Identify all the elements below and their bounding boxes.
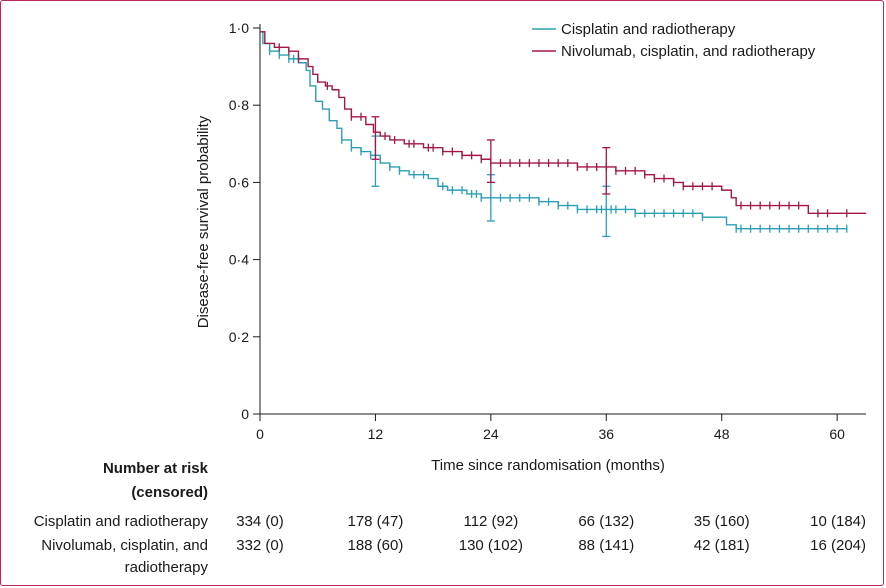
risk-value: 112 (92) xyxy=(463,513,518,530)
legend-label: Cisplatin and radiotherapy xyxy=(561,21,736,38)
legend-label: Nivolumab, cisplatin, and radiotherapy xyxy=(561,43,816,60)
x-tick-label: 24 xyxy=(483,426,499,442)
y-tick-label: 0 xyxy=(241,406,249,422)
x-tick-label: 36 xyxy=(598,426,614,442)
risk-value: 130 (102) xyxy=(459,537,523,554)
risk-values: 334 (0) 178 (47) 112 (92) 66 (132) 35 (160) 1… xyxy=(236,513,866,554)
risk-value: 16 (204) xyxy=(810,537,866,554)
risk-value: 178 (47) xyxy=(347,513,403,530)
risk-header-line2: (censored) xyxy=(131,484,208,501)
risk-value: 42 (181) xyxy=(694,537,750,554)
risk-value: 332 (0) xyxy=(236,537,284,554)
risk-value: 188 (60) xyxy=(347,537,403,554)
risk-value: 10 (184) xyxy=(810,513,866,530)
risk-value: 88 (141) xyxy=(578,537,634,554)
risk-header-line1: Number at risk xyxy=(103,460,209,477)
risk-table: Number at risk (censored) Cisplatin and … xyxy=(34,460,866,576)
x-tick-label: 0 xyxy=(256,426,264,442)
y-tick-label: 0·2 xyxy=(229,329,249,345)
y-axis-title: Disease-free survival probability xyxy=(195,115,212,328)
survival-curves xyxy=(260,31,866,238)
y-tick-label: 0·4 xyxy=(229,252,249,268)
x-tick-label: 60 xyxy=(829,426,845,442)
x-tick-label: 48 xyxy=(714,426,730,442)
risk-row-label-cont: radiotherapy xyxy=(125,559,209,576)
risk-value: 334 (0) xyxy=(236,513,284,530)
y-tick-label: 1·0 xyxy=(229,20,249,36)
x-tick-label: 12 xyxy=(368,426,384,442)
risk-row-label: Nivolumab, cisplatin, and xyxy=(41,537,208,554)
axes xyxy=(259,24,866,415)
x-ticks: 0 12 24 36 48 60 xyxy=(256,414,845,442)
legend: Cisplatin and radiotherapy Nivolumab, cis… xyxy=(532,21,816,60)
x-axis-title: Time since randomisation (months) xyxy=(431,457,665,474)
risk-value: 35 (160) xyxy=(694,513,750,530)
risk-row-label: Cisplatin and radiotherapy xyxy=(34,513,209,530)
y-tick-label: 0·6 xyxy=(229,174,249,190)
y-tick-label: 0·8 xyxy=(229,97,249,113)
y-ticks: 0 0·2 0·4 0·6 0·8 1·0 xyxy=(229,20,260,422)
survival-line xyxy=(260,31,847,230)
risk-value: 66 (132) xyxy=(578,513,634,530)
series-nivolumab xyxy=(260,31,866,218)
